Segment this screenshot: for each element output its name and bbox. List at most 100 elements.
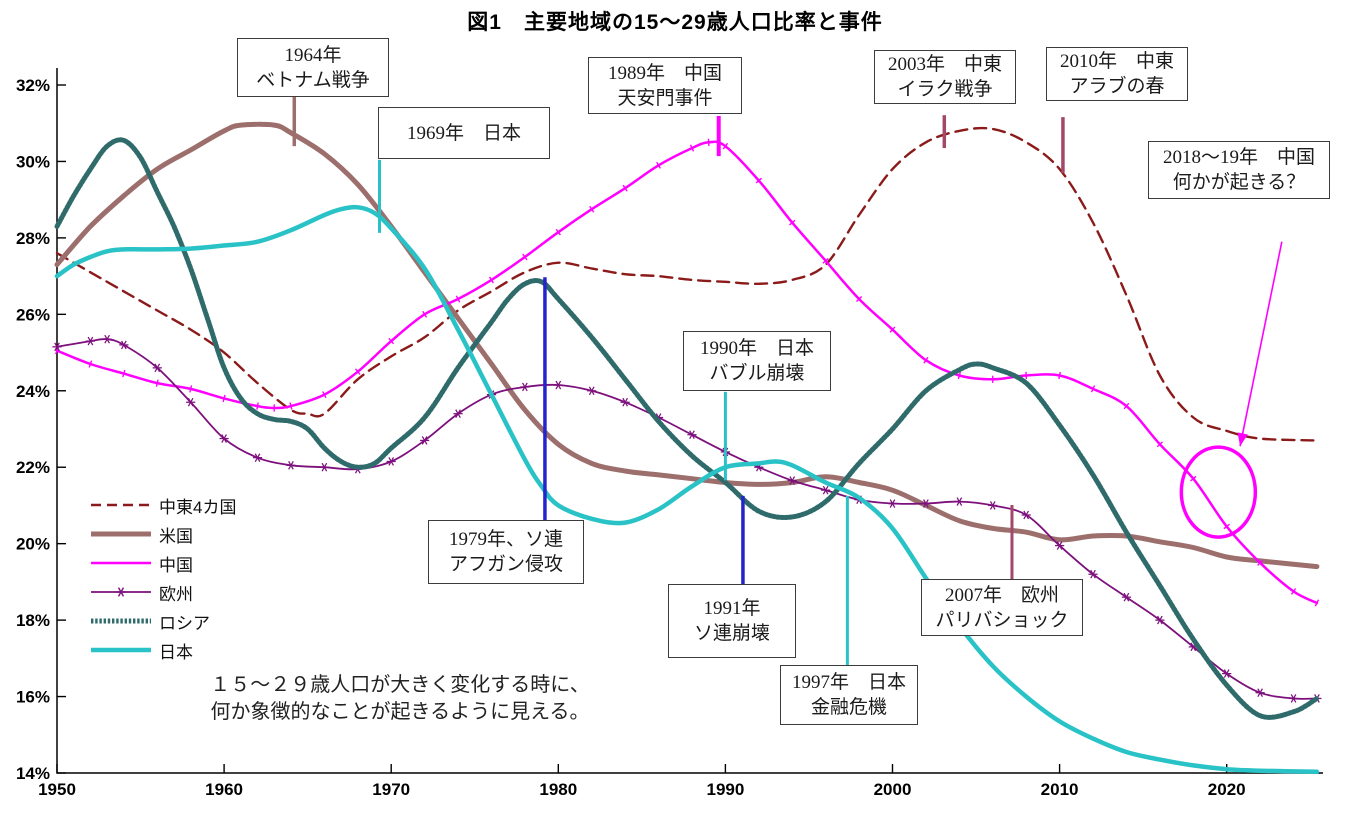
asterisk-marker [553,380,563,390]
note-line-1: １５～２９歳人口が大きく変化する時に、 [210,674,590,696]
annotation-line: 2003年 中東 [887,54,1002,75]
asterisk-marker [1222,669,1232,678]
asterisk-marker [1088,569,1098,579]
asterisk-marker [186,397,196,407]
annotation-line: アフガン侵攻 [448,554,563,575]
tick-marker [555,228,561,236]
x-tick-label: 1980 [539,780,577,799]
tick-marker [1314,599,1320,607]
tick-marker [455,295,461,303]
tick-marker [889,326,896,333]
annotation-line: アラブの春 [1069,76,1165,97]
x-tick-label: 2010 [1041,780,1079,799]
note-line-2: 何か象徴的なことが起きるように見える。 [210,701,590,723]
series-japan [54,204,1320,775]
y-tick-label: 14% [16,764,50,783]
x-tick-label: 2020 [1208,780,1246,799]
asterisk-marker [921,499,931,508]
tick-marker [1090,385,1096,393]
y-tick-label: 26% [16,305,50,324]
annotation-crisis-1997: 1997年 日本 金融危機 [780,665,918,725]
asterisk-marker [787,476,797,485]
tick-marker [755,177,762,184]
y-tick-label: 28% [16,229,50,248]
legend-sample-russia [91,618,151,624]
legend-label-usa: 米国 [159,526,193,546]
y-tick-label: 18% [16,611,50,630]
legend-label-russia: ロシア [159,613,210,633]
annotation-tiananmen-1989: 1989年 中国 天安門事件 [588,57,742,114]
axes [56,68,1323,774]
tick-marker [322,391,327,399]
legend-sample-europe [91,587,151,597]
asterisk-marker [420,436,430,445]
tick-marker [789,219,796,226]
asterisk-marker [1021,510,1031,520]
asterisk-marker [520,382,530,392]
asterisk-marker [119,340,129,350]
tick-marker [923,356,929,364]
x-tick-label: 1990 [706,780,744,799]
annotation-line: 1989年 中国 [607,62,722,84]
legend-label-china: 中国 [159,555,193,575]
asterisk-marker [152,363,162,373]
x-tick-label: 1970 [372,780,410,799]
asterisk-marker [252,453,263,462]
tick-marker [589,205,595,213]
asterisk-marker [386,457,396,466]
asterisk-marker [219,434,229,443]
annotation-line: 2007年 欧州 [944,584,1059,606]
series-middle-east [55,126,1319,442]
tick-marker [256,402,259,410]
tick-marker [122,369,126,378]
annotation-vietnam-1964: 1964年ベトナム戦争 [237,38,389,97]
highlight-circle [1179,445,1258,539]
legend-sample-usa [91,531,151,537]
y-tick-label: 24% [16,382,50,401]
y-tick-label: 22% [16,458,50,477]
asterisk-marker [1055,541,1065,550]
tick-marker [1190,475,1197,482]
annotation-line: ベトナム戦争 [256,69,370,91]
chart-title: 図1 主要地域の15～29歳人口比率と事件 [467,11,883,34]
asterisk-marker [954,497,964,506]
legend-item-europe: 欧州 [90,582,193,604]
annotation-line: 1997年 日本 [791,672,906,693]
tick-marker [1223,523,1230,530]
annotation-japan-1969: 1969年 日本 [378,107,550,159]
annotation-line: 1991年 [703,598,761,619]
annotation-iraq-2003: 2003年 中東 イラク戦争 [874,50,1016,104]
y-tick-label: 20% [16,535,50,554]
annotation-line: 1964年 [284,44,342,66]
chart-note: １５～２９歳人口が大きく変化する時に、 何か象徴的なことが起きるように見える。 [170,672,630,726]
y-tick-label: 16% [16,688,50,707]
tick-marker [957,371,962,380]
annotation-bubble-1990: 1990年 日本 バブル崩壊 [683,331,831,391]
legend-item-middle-east: 中東4カ国 [90,495,236,517]
y-tick-label: 32% [16,76,50,95]
annotation-line: パリバショック [935,609,1069,631]
tick-marker [222,394,226,403]
annotation-soviet-collapse-1991: 1991年 ソ連崩壊 [668,584,796,658]
asterisk-marker [85,336,96,346]
legend-label-europe: 欧州 [159,584,193,604]
asterisk-marker [319,462,329,472]
asterisk-marker [887,499,898,508]
tick-marker [822,257,829,264]
asterisk-marker [102,334,112,344]
asterisk-marker [1155,615,1165,625]
annotation-line: 天安門事件 [617,87,713,109]
tick-marker [856,296,863,303]
x-tick-label: 2000 [874,780,912,799]
tick-marker [289,402,293,410]
series-russia [54,137,1320,720]
annotation-arrow [1239,241,1283,447]
annotation-line: 何かが起きる？ [1172,172,1306,193]
asterisk-marker [620,397,630,407]
annotation-line: 1990年 日本 [699,338,814,359]
series-europe [56,338,1318,700]
asterisk-marker [1288,694,1299,703]
annotation-line: イラク戦争 [897,79,993,100]
tick-marker [1257,559,1264,566]
